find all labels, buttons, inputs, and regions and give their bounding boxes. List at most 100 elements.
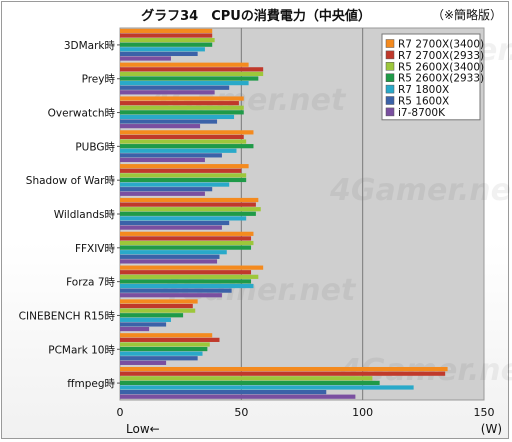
category-label: Prey時 (82, 74, 116, 86)
legend: R7 2700X(3400)R7 2700X(2933)R5 2600X(340… (381, 33, 484, 121)
bar (120, 56, 171, 61)
bar (120, 337, 220, 342)
bar (120, 317, 171, 322)
bar (120, 299, 198, 304)
bar (120, 28, 213, 34)
legend-swatch (385, 73, 395, 82)
category-label: Forza 7時 (66, 277, 115, 289)
x-tick-labels: 0 50 100 150 (117, 406, 495, 419)
bar (120, 279, 252, 284)
bar (120, 346, 208, 352)
bar (120, 148, 237, 153)
category-label: 3DMark時 (64, 40, 116, 52)
bar (120, 220, 230, 226)
bar (120, 47, 205, 52)
bar (120, 114, 235, 120)
category-label: ffmpeg時 (67, 378, 115, 390)
bar (120, 326, 150, 332)
bar (120, 157, 205, 163)
bar (120, 308, 196, 313)
bar (120, 197, 259, 203)
category-labels: 3DMark時 Prey時 Overwatch時 PUBG時 Shadow of War… (19, 40, 120, 390)
bar (120, 236, 252, 241)
bar (120, 303, 193, 309)
category-label: FFXIV時 (75, 243, 116, 255)
legend-label: R7 1800X (398, 84, 449, 96)
bar (120, 216, 247, 221)
legend-swatch (385, 84, 395, 94)
bar (120, 153, 222, 158)
bar (120, 333, 213, 338)
x-tick-label: 0 (117, 406, 124, 419)
x-tick-label: 50 (234, 406, 248, 419)
bar (120, 134, 244, 140)
bar (120, 245, 252, 250)
bar (120, 351, 203, 356)
category-label: PCMark 10時 (48, 344, 115, 356)
legend-label: R5 2600X(2933) (398, 73, 484, 85)
bar (120, 342, 210, 347)
bar (120, 90, 215, 95)
legend-label: i7-8700K (398, 107, 446, 119)
chart-note: （※簡略版） (431, 8, 502, 22)
bars (120, 28, 448, 399)
bar (120, 168, 242, 173)
bar (120, 67, 264, 72)
bar (120, 124, 201, 129)
bar (120, 101, 239, 106)
bar (120, 225, 222, 230)
bar (120, 119, 218, 124)
bar (120, 270, 252, 275)
legend-swatch (385, 50, 395, 60)
chart-title: グラフ34 CPUの消費電力（中央値） (141, 9, 371, 24)
bar (120, 33, 213, 38)
legend-swatch (385, 107, 395, 117)
legend-label: R7 2700X(2933) (398, 50, 484, 62)
bar (120, 389, 327, 395)
legend-label: R7 2700X(3400) (398, 39, 484, 51)
bar (120, 81, 249, 86)
bar (120, 144, 254, 149)
bar (120, 105, 244, 110)
bar (120, 283, 254, 289)
bar (120, 356, 198, 361)
legend-label: R5 1600X (398, 96, 449, 108)
category-label: CINEBENCH R15時 (19, 310, 116, 322)
bar (120, 202, 256, 207)
bar (120, 240, 254, 246)
bar (120, 38, 215, 43)
legend-swatch (385, 96, 395, 105)
bar (120, 274, 259, 279)
bar (120, 96, 244, 101)
bar (120, 85, 230, 90)
bar (120, 254, 220, 259)
bar (120, 62, 249, 67)
bar (120, 182, 230, 187)
bar (120, 76, 259, 81)
bar (120, 380, 380, 385)
legend-swatch (385, 62, 395, 71)
bar (120, 177, 247, 183)
bar (120, 322, 167, 327)
bar (120, 110, 244, 115)
legend-swatch (385, 39, 395, 48)
bar (120, 313, 184, 318)
bar (120, 366, 448, 372)
bar (120, 42, 213, 47)
bar (120, 376, 373, 381)
x-axis-label-left: Low← (126, 422, 160, 436)
bar (120, 191, 205, 196)
bar (120, 211, 256, 216)
bar (120, 71, 264, 77)
category-label: Overwatch時 (48, 108, 116, 120)
bar (120, 130, 254, 135)
legend-label: R5 2600X(3400) (398, 61, 484, 73)
bar (120, 259, 218, 264)
bar (120, 207, 261, 212)
bar (120, 293, 222, 298)
bar (120, 288, 232, 293)
bar (120, 173, 247, 178)
bar (120, 360, 167, 365)
category-label: Wildlands時 (54, 209, 116, 221)
